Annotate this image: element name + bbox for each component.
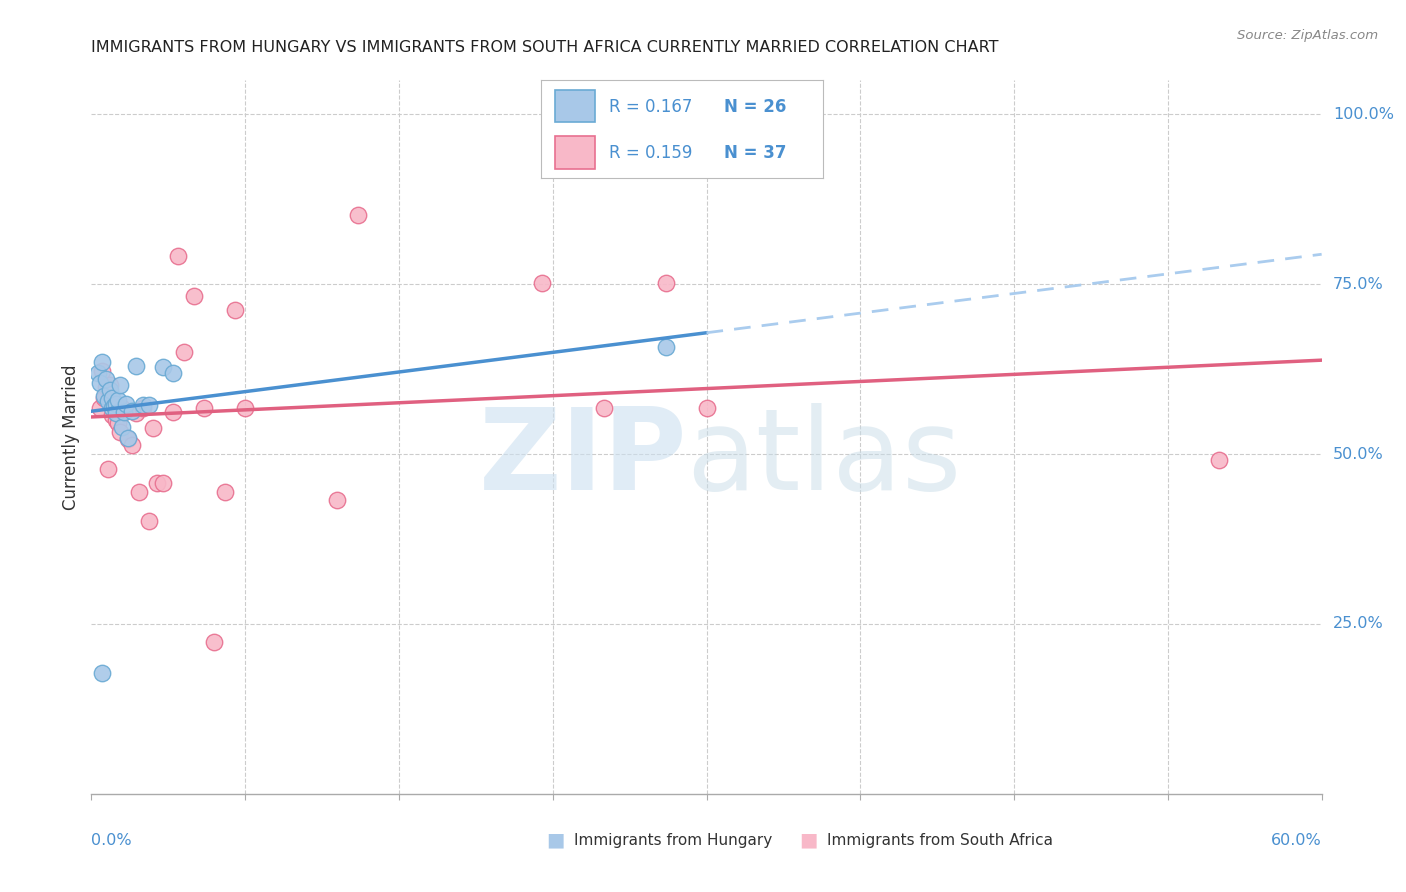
Point xyxy=(162,366,184,380)
Point xyxy=(105,413,127,427)
Point xyxy=(166,249,188,263)
Point xyxy=(654,276,676,290)
Point xyxy=(105,406,127,420)
Point xyxy=(103,400,125,414)
Point xyxy=(94,372,117,386)
Text: 0.0%: 0.0% xyxy=(91,833,132,847)
Text: IMMIGRANTS FROM HUNGARY VS IMMIGRANTS FROM SOUTH AFRICA CURRENTLY MARRIED CORREL: IMMIGRANTS FROM HUNGARY VS IMMIGRANTS FR… xyxy=(91,40,998,55)
Text: 50.0%: 50.0% xyxy=(1333,447,1384,461)
Text: 75.0%: 75.0% xyxy=(1333,277,1384,292)
FancyBboxPatch shape xyxy=(555,90,595,122)
Text: N = 37: N = 37 xyxy=(724,144,786,161)
Point xyxy=(94,380,117,394)
Point xyxy=(202,634,225,648)
Point xyxy=(224,303,246,318)
Text: Immigrants from South Africa: Immigrants from South Africa xyxy=(827,833,1053,847)
Point xyxy=(93,392,115,406)
Point xyxy=(98,377,121,392)
Point xyxy=(115,397,138,411)
Point xyxy=(193,401,215,415)
Point xyxy=(101,408,124,422)
Point xyxy=(97,394,120,409)
Point xyxy=(90,355,112,369)
Point xyxy=(695,401,717,415)
Point xyxy=(107,392,129,407)
Point xyxy=(654,340,676,354)
Text: ZIP: ZIP xyxy=(479,403,688,514)
Point xyxy=(183,289,205,303)
Point xyxy=(531,276,554,290)
Point xyxy=(131,401,153,415)
Point xyxy=(233,401,256,415)
Point xyxy=(152,360,174,375)
Point xyxy=(90,364,112,378)
Point xyxy=(101,391,124,405)
Text: 25.0%: 25.0% xyxy=(1333,616,1384,632)
Text: 100.0%: 100.0% xyxy=(1333,107,1393,122)
Text: ■: ■ xyxy=(546,830,565,850)
Point xyxy=(101,401,124,415)
Point xyxy=(162,405,184,419)
Point xyxy=(131,398,153,412)
Point xyxy=(98,383,121,397)
Point xyxy=(152,475,174,490)
Point xyxy=(121,403,143,417)
Point xyxy=(138,514,160,528)
Text: R = 0.159: R = 0.159 xyxy=(609,144,692,161)
Point xyxy=(128,485,150,500)
Point xyxy=(111,401,134,415)
Text: atlas: atlas xyxy=(686,403,962,514)
Point xyxy=(105,397,127,411)
Point xyxy=(347,208,370,222)
Text: N = 26: N = 26 xyxy=(724,98,786,116)
Point xyxy=(138,398,160,412)
Point xyxy=(214,485,236,500)
Text: ■: ■ xyxy=(799,830,818,850)
Point xyxy=(121,437,143,451)
Point xyxy=(142,421,165,435)
FancyBboxPatch shape xyxy=(555,136,595,169)
Text: Source: ZipAtlas.com: Source: ZipAtlas.com xyxy=(1237,29,1378,42)
Point xyxy=(173,345,195,359)
Point xyxy=(108,377,131,392)
Point xyxy=(97,462,120,476)
Point xyxy=(89,376,111,390)
Point xyxy=(125,406,148,420)
Point xyxy=(593,401,616,415)
Point xyxy=(93,389,115,403)
Point xyxy=(146,475,169,490)
Point xyxy=(112,405,135,419)
Point xyxy=(112,405,135,419)
Point xyxy=(90,665,112,680)
Point xyxy=(108,425,131,440)
Point xyxy=(89,401,111,415)
Point xyxy=(86,366,108,380)
Text: 60.0%: 60.0% xyxy=(1271,833,1322,847)
Text: Immigrants from Hungary: Immigrants from Hungary xyxy=(574,833,772,847)
Point xyxy=(326,493,349,508)
Point xyxy=(117,431,139,445)
Point xyxy=(111,420,134,434)
Point xyxy=(1208,452,1230,467)
Point xyxy=(107,417,129,431)
Point xyxy=(125,359,148,373)
Point xyxy=(117,432,139,446)
Y-axis label: Currently Married: Currently Married xyxy=(62,364,80,510)
Text: R = 0.167: R = 0.167 xyxy=(609,98,692,116)
